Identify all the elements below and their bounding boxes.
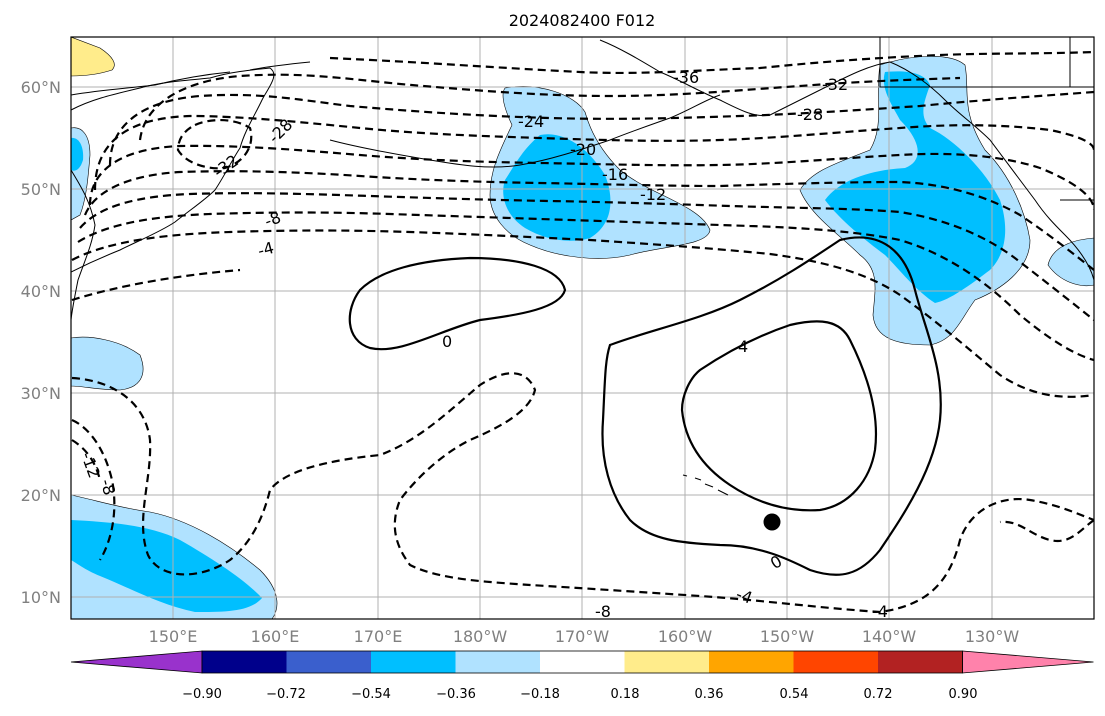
graticule <box>71 37 1094 619</box>
lat-label: 10°N <box>21 588 61 607</box>
contour-label-m32b: -32 <box>822 75 848 94</box>
contour-m24 <box>93 114 1094 191</box>
shading-blue-aleutian <box>503 134 611 241</box>
kamchatka-coast <box>71 67 275 273</box>
contour-m8-west <box>71 418 116 561</box>
shading-yellow-northwest <box>71 37 115 77</box>
lon-label: 130°W <box>965 627 1020 646</box>
okhotsk-coast <box>71 61 311 96</box>
contour-m36 <box>329 50 1094 75</box>
contour-label-m4-southeast: -4 <box>872 602 888 621</box>
lon-label: 150°W <box>760 627 815 646</box>
longitude-labels: 150°E 160°E 170°E 180°W 170°W 160°W 150°… <box>149 627 1020 646</box>
lat-label: 60°N <box>21 78 61 97</box>
shading-light-blue-west-coast <box>1047 237 1094 286</box>
contour-label-m20: -20 <box>570 140 596 159</box>
contour-m20 <box>88 144 1094 211</box>
contour-label-m8-west: -8 <box>97 477 119 497</box>
colorbar-segment <box>709 651 794 673</box>
contour-m16 <box>83 170 1094 271</box>
colorbar-segment <box>286 651 372 673</box>
colorbar-tick-label: −0.72 <box>266 687 306 702</box>
colorbar-segment <box>878 651 963 673</box>
contour-label-m36: -36 <box>673 68 699 87</box>
contour-label-m4: -4 <box>256 238 276 260</box>
contour-m28 <box>108 90 1094 166</box>
contour-label-m28b: -28 <box>797 105 823 124</box>
contour-m4-southeast <box>999 519 1094 543</box>
colorbar-tick-label: −0.90 <box>182 687 222 702</box>
map-title: 2024082400 F012 <box>509 11 656 30</box>
colorbar-tick-label: 0.36 <box>695 687 724 702</box>
colorbar-tick-label: 0.90 <box>949 687 978 702</box>
colorbar-tick-label: −0.36 <box>436 687 476 702</box>
coastlines <box>71 37 1094 496</box>
contour-m12-west <box>71 439 102 481</box>
colorbar-tick-label: 0.54 <box>780 687 809 702</box>
canada-coast <box>879 37 1094 240</box>
contour-label-m24: -24 <box>518 112 544 131</box>
colorbar-segment <box>371 651 456 673</box>
colorbar-tick-label: −0.18 <box>520 687 560 702</box>
shaded-field-layer <box>71 37 1094 619</box>
colorbar-tick-label: 0.18 <box>611 687 640 702</box>
contour-zero-north <box>348 256 567 351</box>
colorbar-extend-high <box>962 650 1094 674</box>
alaska-coast <box>599 39 1094 281</box>
colorbar-segment <box>202 651 287 673</box>
colorbar-segment <box>624 651 710 673</box>
contour-lines <box>71 50 1094 614</box>
contour-label-zero-north: 0 <box>442 332 452 351</box>
contour-label-zero-central: 0 <box>767 551 785 573</box>
lon-label: 170°W <box>555 627 610 646</box>
shading-light-blue-west-mid <box>71 336 144 391</box>
contour-label-p4: 4 <box>738 337 748 356</box>
contour-m8 <box>77 211 1094 362</box>
colorbar <box>70 650 1094 674</box>
lat-label: 40°N <box>21 282 61 301</box>
contour-label-m4-south: -4 <box>734 584 755 607</box>
lon-label: 140°W <box>862 627 917 646</box>
contour-label-m8-south: -8 <box>595 602 611 621</box>
lon-label: 170°E <box>354 627 403 646</box>
contour-label-m32a: -32 <box>210 151 242 182</box>
shading-blue-southwest <box>71 520 262 612</box>
shading-blue-west-edge <box>71 137 84 171</box>
aleutian-arc <box>329 94 721 168</box>
shading-blue-gulf-alaska <box>825 71 1006 303</box>
contour-m32-ring <box>176 119 253 170</box>
contour-m4-wide <box>71 372 1094 614</box>
lat-label: 50°N <box>21 180 61 199</box>
lat-label: 20°N <box>21 486 61 505</box>
contour-label-m8: -8 <box>262 208 283 231</box>
lon-label: 160°W <box>658 627 713 646</box>
map-frame <box>70 36 1095 620</box>
black-dot-marker <box>763 513 781 531</box>
colorbar-segment <box>540 651 625 673</box>
contour-m4 <box>71 229 1094 398</box>
lon-label: 150°E <box>149 627 198 646</box>
lat-label: 30°N <box>21 384 61 403</box>
contour-label-m16: -16 <box>602 165 628 184</box>
latitude-labels: 60°N 50°N 40°N 30°N 20°N 10°N <box>21 78 61 607</box>
lon-label: 160°E <box>251 627 300 646</box>
contour-m32 <box>138 73 961 141</box>
colorbar-extend-low <box>70 650 203 674</box>
colorbar-segment <box>793 651 879 673</box>
colorbar-tick-labels: −0.90 −0.72 −0.54 −0.36 −0.18 0.18 0.36 … <box>182 687 977 702</box>
lon-label: 180°W <box>453 627 508 646</box>
colorbar-outline <box>201 650 963 674</box>
colorbar-segment <box>455 651 541 673</box>
colorbar-tick-label: −0.54 <box>351 687 391 702</box>
contour-m12 <box>79 192 1094 321</box>
contour-label-m12: -12 <box>640 185 666 204</box>
contour-m4-lower <box>71 268 241 302</box>
colorbar-tick-label: 0.72 <box>864 687 893 702</box>
contour-zero-central <box>601 236 942 576</box>
hawaiian-islands <box>682 474 729 496</box>
contour-p4 <box>680 320 877 512</box>
